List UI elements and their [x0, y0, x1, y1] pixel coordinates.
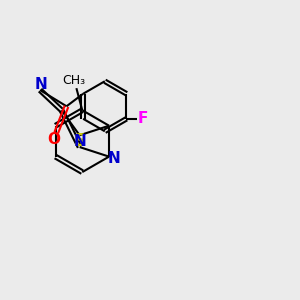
- Text: S: S: [74, 132, 86, 150]
- Text: N: N: [108, 152, 121, 166]
- Text: O: O: [47, 132, 60, 147]
- Text: N: N: [73, 134, 86, 149]
- Text: F: F: [138, 111, 148, 126]
- Text: N: N: [34, 77, 47, 92]
- Text: CH₃: CH₃: [62, 74, 85, 87]
